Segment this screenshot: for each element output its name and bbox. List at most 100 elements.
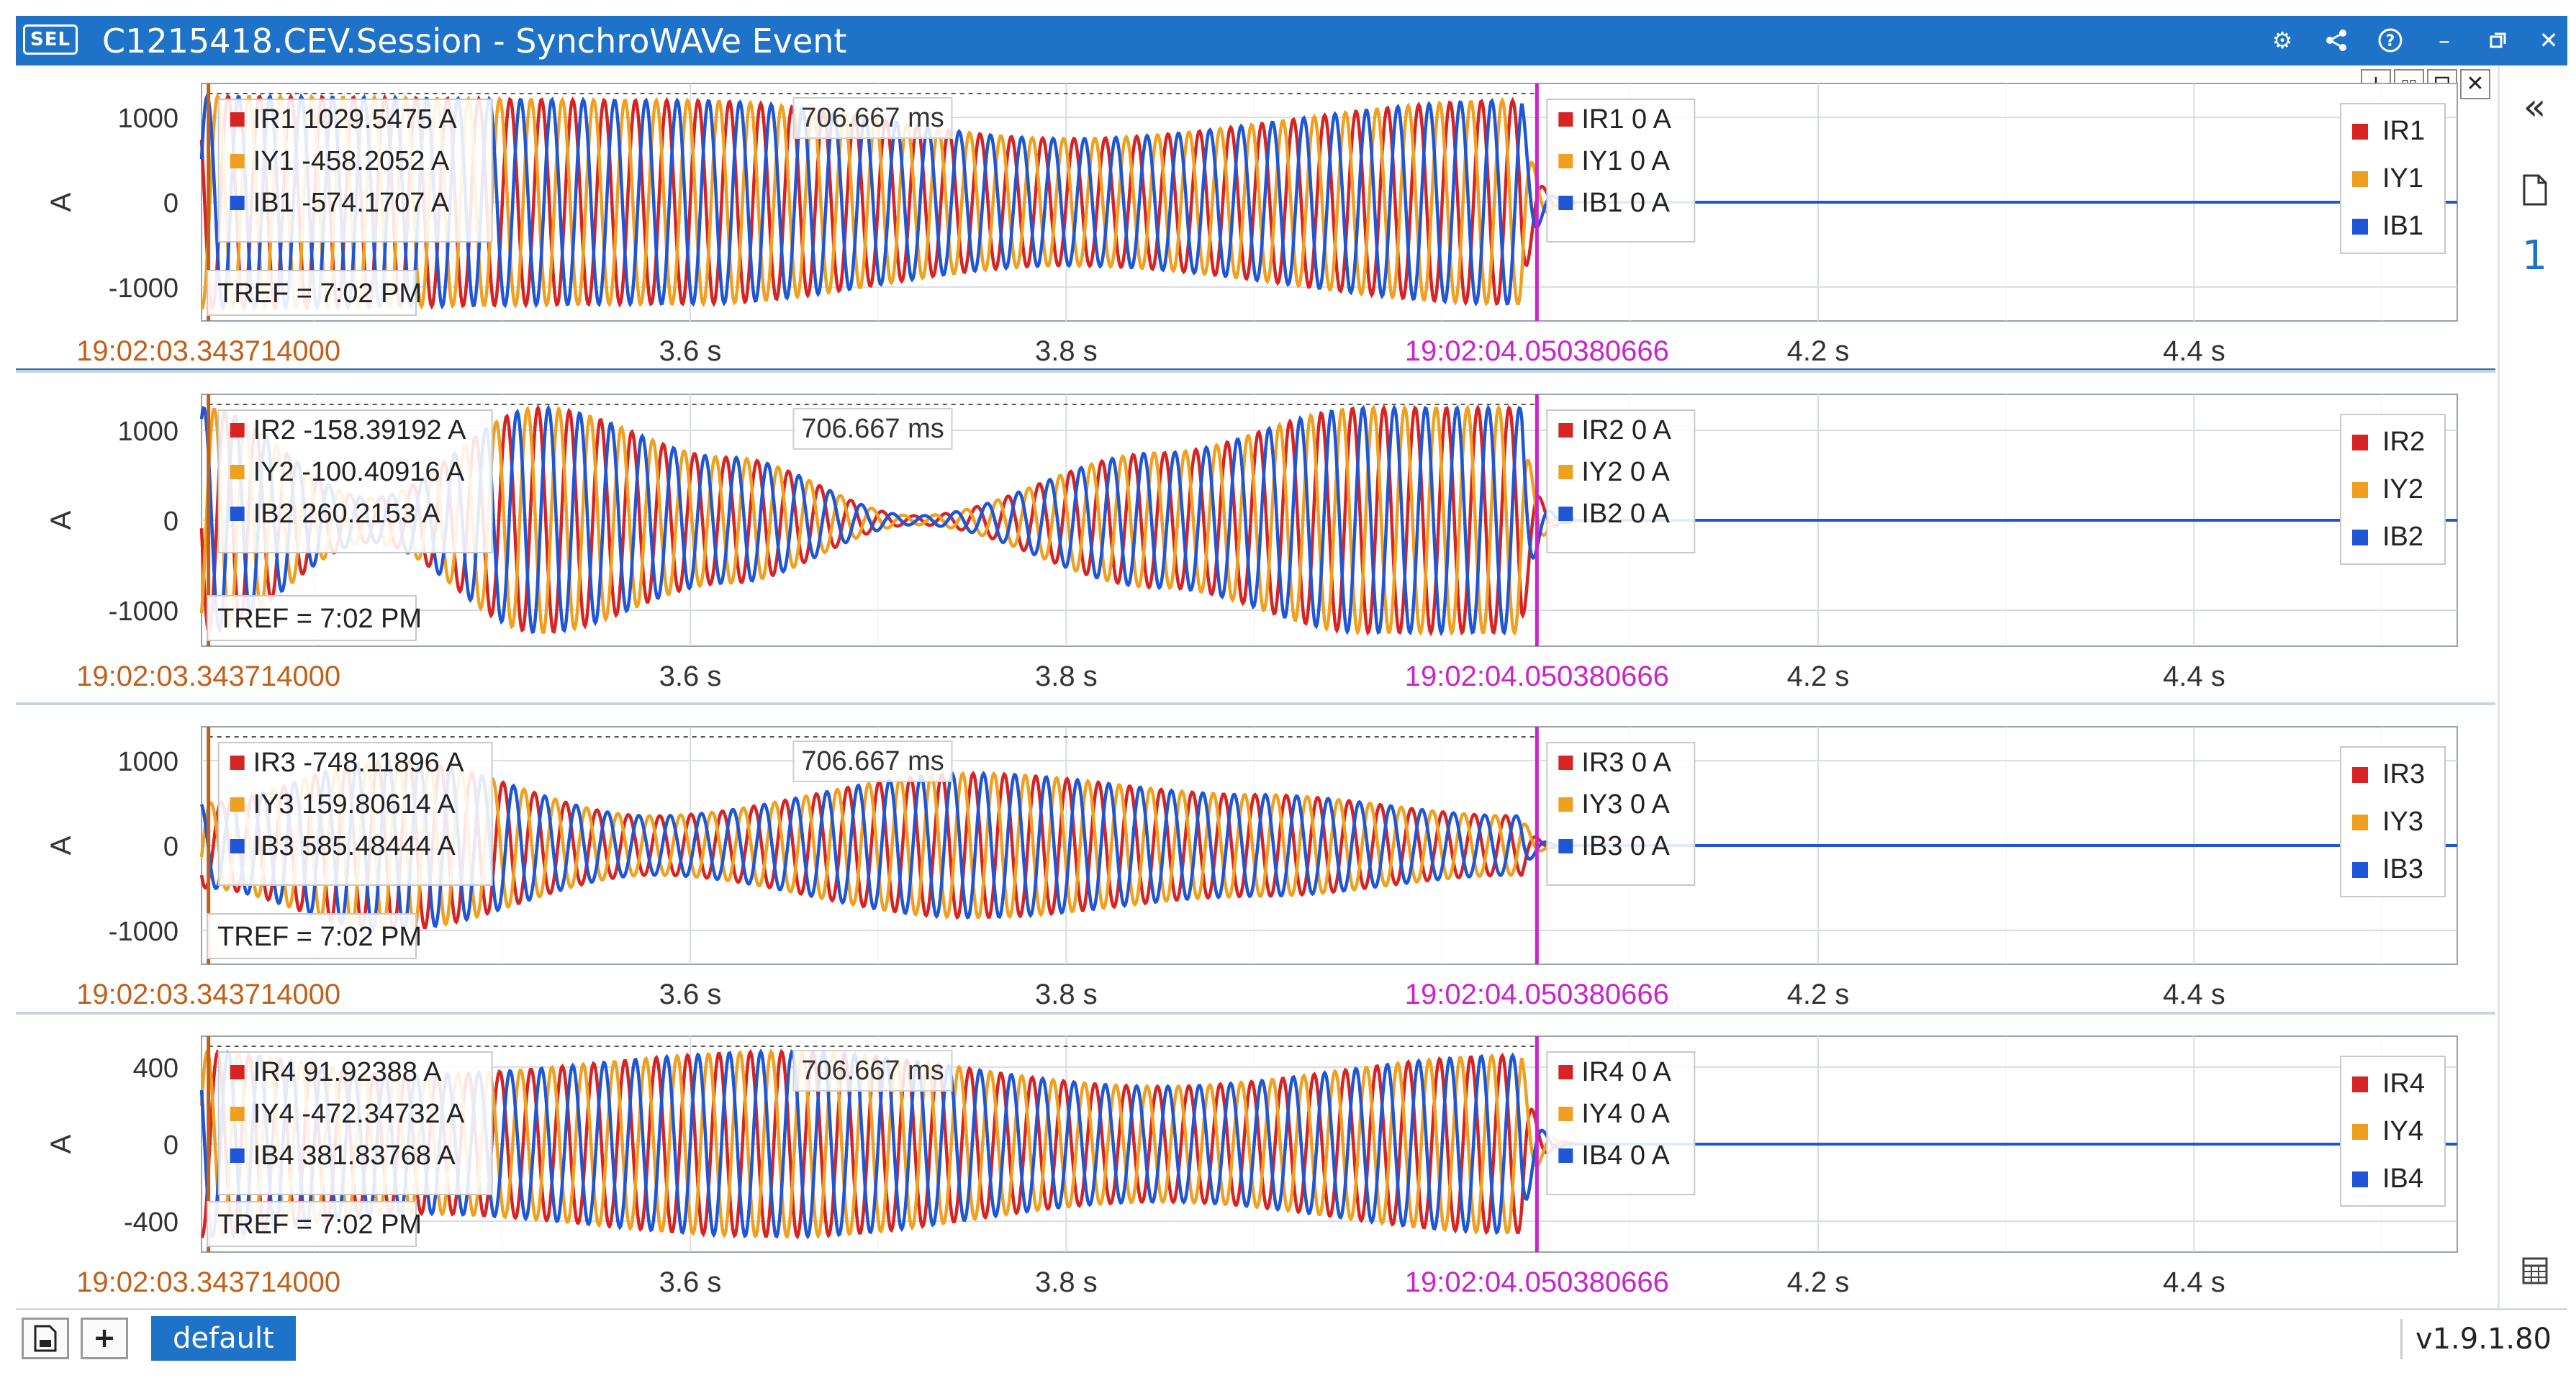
legend-swatch[interactable] bbox=[2352, 530, 2368, 545]
right-readout-swatch bbox=[1558, 112, 1573, 127]
right-readout-swatch bbox=[1558, 465, 1573, 479]
share-icon[interactable] bbox=[2319, 23, 2354, 58]
legend-swatch[interactable] bbox=[2352, 219, 2368, 235]
right-readout-value: IY3 0 A bbox=[1581, 789, 1670, 820]
chart-panel-3[interactable]: A 1000 0 -1000 3.6 s 3.8 s 4.2 s 4.4 s 19:02:03.… bbox=[16, 702, 2495, 1015]
left-readout-swatch bbox=[230, 839, 245, 853]
x-tick-label: 4.2 s bbox=[1787, 979, 1850, 1010]
left-readout-swatch bbox=[230, 1148, 245, 1163]
legend-swatch[interactable] bbox=[2352, 862, 2368, 878]
minimize-icon[interactable]: – bbox=[2439, 27, 2450, 54]
legend-entry[interactable]: IB2 bbox=[2382, 522, 2423, 552]
delta-label: 706.667 ms bbox=[801, 414, 944, 444]
y-tick-label: 400 bbox=[133, 1053, 178, 1084]
legend-swatch[interactable] bbox=[2352, 1124, 2368, 1140]
right-readout-swatch bbox=[1558, 1065, 1573, 1079]
right-readout-value: IR4 0 A bbox=[1581, 1057, 1671, 1087]
tref-label: TREF = 7:02 PM bbox=[217, 922, 422, 952]
delta-label-box bbox=[792, 97, 953, 139]
cursor-left-time-label: 19:02:03.343714000 bbox=[76, 1266, 340, 1298]
legend-entry[interactable]: IR2 bbox=[2382, 427, 2425, 457]
chart-svg-2[interactable]: A 1000 0 -1000 3.6 s 3.8 s 4.2 s 4.4 s 19:02:03.… bbox=[16, 370, 2495, 697]
svg-text:?: ? bbox=[2386, 32, 2395, 50]
y-axis-label: A bbox=[45, 510, 77, 530]
legend-entry[interactable]: IB1 bbox=[2382, 211, 2423, 241]
y-axis-label: A bbox=[45, 192, 77, 212]
left-readout-swatch bbox=[230, 154, 245, 168]
legend-entry[interactable]: IY3 bbox=[2382, 807, 2423, 837]
cursor-right-time-label: 19:02:04.050380666 bbox=[1405, 979, 1669, 1010]
help-icon[interactable]: ? bbox=[2373, 23, 2408, 58]
x-tick-label: 3.6 s bbox=[659, 1266, 722, 1298]
left-readout-swatch bbox=[230, 797, 245, 812]
close-panel-button[interactable]: ✕ bbox=[2460, 69, 2490, 99]
legend-swatch[interactable] bbox=[2352, 767, 2368, 783]
restore-icon[interactable] bbox=[2481, 23, 2516, 58]
version-label: v1.9.1.80 bbox=[2400, 1319, 2552, 1359]
y-tick-label: 0 bbox=[163, 832, 178, 862]
legend-swatch[interactable] bbox=[2352, 435, 2368, 450]
x-tick-label: 4.4 s bbox=[2163, 661, 2225, 692]
app-logo: SEL bbox=[23, 24, 78, 55]
right-readout-value: IR1 0 A bbox=[1581, 104, 1671, 135]
page-number[interactable]: 1 bbox=[2521, 232, 2548, 279]
cursor-left-time-label: 19:02:03.343714000 bbox=[76, 979, 340, 1010]
chart-panel-4[interactable]: A 400 0 -400 3.6 s 3.8 s 4.2 s 4.4 s 19:02:03.34… bbox=[16, 1012, 2495, 1302]
window-title: C1215418.CEV.Session - SynchroWAVe Event bbox=[102, 22, 847, 60]
left-readout-box bbox=[217, 99, 493, 242]
chart-panel-1[interactable]: A 1000 0 -1000 3.6 s 3.8 s 4.2 s 4.4 s 19:02:03.… bbox=[16, 69, 2495, 371]
left-readout-value: IB4 381.83768 A bbox=[253, 1141, 456, 1171]
legend-entry[interactable]: IR4 bbox=[2382, 1069, 2425, 1099]
x-tick-label: 3.6 s bbox=[659, 335, 722, 367]
legend-swatch[interactable] bbox=[2352, 1171, 2368, 1187]
x-tick-label: 4.4 s bbox=[2163, 335, 2225, 367]
series-line-IB3 bbox=[199, 758, 1575, 933]
collapse-sidebar-button[interactable]: « bbox=[2523, 86, 2546, 129]
legend-entry[interactable]: IY2 bbox=[2382, 474, 2423, 504]
left-readout-value: IY4 -472.34732 A bbox=[253, 1099, 465, 1129]
x-tick-label: 3.8 s bbox=[1035, 979, 1098, 1010]
y-tick-label: -400 bbox=[124, 1207, 178, 1238]
tref-label: TREF = 7:02 PM bbox=[217, 604, 422, 634]
right-readout-swatch bbox=[1558, 756, 1573, 770]
legend-entry[interactable]: IB4 bbox=[2382, 1164, 2423, 1194]
left-readout-swatch bbox=[230, 756, 245, 770]
chart-svg-3[interactable]: A 1000 0 -1000 3.6 s 3.8 s 4.2 s 4.4 s 19:02:03.… bbox=[16, 702, 2495, 1015]
legend-swatch[interactable] bbox=[2352, 482, 2368, 498]
layout-tab-default[interactable]: default bbox=[151, 1316, 296, 1361]
left-readout-swatch bbox=[230, 1107, 245, 1121]
left-readout-swatch bbox=[230, 196, 245, 210]
legend-swatch[interactable] bbox=[2352, 171, 2368, 187]
legend-swatch[interactable] bbox=[2352, 1076, 2368, 1092]
left-readout-value: IY2 -100.40916 A bbox=[253, 457, 465, 487]
left-readout-swatch bbox=[230, 507, 245, 521]
x-tick-label: 4.4 s bbox=[2163, 1266, 2225, 1298]
document-icon[interactable] bbox=[2500, 173, 2570, 209]
legend-swatch[interactable] bbox=[2352, 815, 2368, 830]
legend-entry[interactable]: IB3 bbox=[2382, 854, 2423, 884]
legend-swatch[interactable] bbox=[2352, 124, 2368, 140]
gear-icon[interactable]: ⚙ bbox=[2272, 27, 2293, 54]
right-readout-value: IY4 0 A bbox=[1581, 1099, 1670, 1129]
y-tick-label: 1000 bbox=[117, 747, 178, 777]
calculator-icon[interactable] bbox=[2500, 1256, 2570, 1288]
y-tick-label: -1000 bbox=[109, 273, 178, 304]
right-readout-swatch bbox=[1558, 1148, 1573, 1163]
x-tick-label: 4.2 s bbox=[1787, 335, 1850, 367]
left-readout-swatch bbox=[230, 465, 245, 479]
chart-svg-1[interactable]: A 1000 0 -1000 3.6 s 3.8 s 4.2 s 4.4 s 19:02:03.… bbox=[16, 69, 2495, 371]
save-icon[interactable] bbox=[22, 1318, 69, 1359]
legend-entry[interactable]: IR1 bbox=[2382, 116, 2425, 146]
legend-entry[interactable]: IY4 bbox=[2382, 1116, 2423, 1146]
y-axis-label: A bbox=[45, 1134, 77, 1153]
legend-entry[interactable]: IY1 bbox=[2382, 163, 2423, 194]
legend-entry[interactable]: IR3 bbox=[2382, 759, 2425, 789]
tref-box bbox=[207, 913, 417, 959]
close-icon[interactable]: ✕ bbox=[2539, 27, 2559, 54]
left-readout-value: IR4 91.92388 A bbox=[253, 1057, 443, 1087]
right-readout-value: IB4 0 A bbox=[1581, 1141, 1670, 1171]
left-readout-value: IR3 -748.11896 A bbox=[253, 748, 465, 778]
add-layout-button[interactable]: + bbox=[81, 1318, 128, 1359]
chart-panel-2[interactable]: A 1000 0 -1000 3.6 s 3.8 s 4.2 s 4.4 s 19:02:03.… bbox=[16, 370, 2495, 697]
chart-svg-4[interactable]: A 400 0 -400 3.6 s 3.8 s 4.2 s 4.4 s 19:02:03.34… bbox=[16, 1012, 2495, 1302]
